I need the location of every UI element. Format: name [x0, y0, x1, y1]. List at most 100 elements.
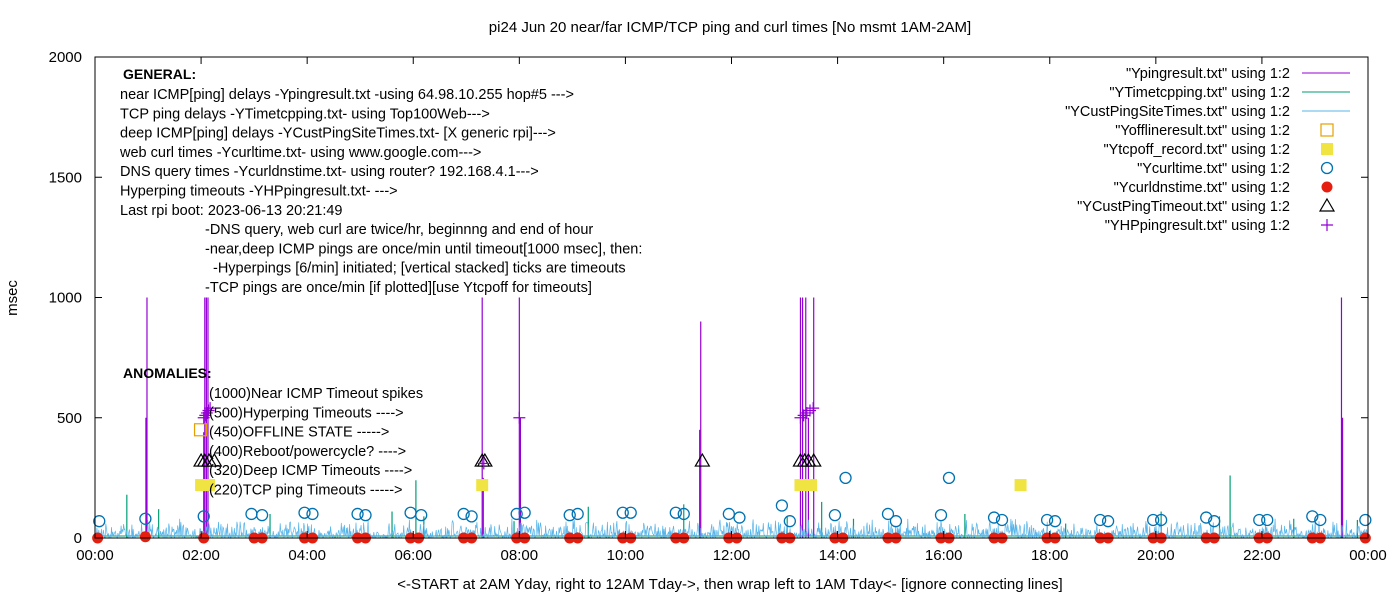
data-point-7-5 — [476, 452, 493, 467]
data-point-5-39 — [1200, 511, 1213, 524]
data-point-5-43 — [1306, 510, 1319, 523]
data-point-4-5 — [1014, 479, 1027, 492]
data-point-8-11 — [807, 402, 820, 415]
data-point-5-17 — [616, 506, 629, 519]
legend-label-4: "Ytcpoff_record.txt" using 1:2 — [1103, 142, 1290, 158]
data-point-5-41 — [1253, 513, 1266, 527]
y-tick-label-2: 1000 — [49, 290, 82, 307]
general-line-5: Hyperping timeouts -YHPpingresult.txt- -… — [120, 184, 398, 200]
x-tick-label-5: 10:00 — [607, 547, 645, 564]
data-point-8-2 — [200, 406, 213, 419]
data-point-5-21 — [722, 507, 735, 521]
legend-label-7: "YCustPingTimeout.txt" using 1:2 — [1077, 199, 1290, 215]
anomaly-line-5: (220)TCP ping Timeouts -----> — [209, 483, 403, 499]
anomaly-line-2: (450)OFFLINE STATE -----> — [209, 425, 389, 441]
data-point-5-19 — [669, 506, 682, 519]
data-point-5-42 — [1261, 513, 1274, 527]
x-tick-label-9: 18:00 — [1031, 547, 1069, 564]
data-point-8-5 — [477, 457, 490, 470]
data-point-5-14 — [518, 506, 531, 519]
legend-label-2: "YCustPingSiteTimes.txt" using 1:2 — [1065, 104, 1290, 120]
data-point-5-11 — [457, 507, 470, 521]
general-note-1: -near,deep ICMP pings are once/min until… — [205, 241, 642, 257]
x-tick-label-11: 22:00 — [1243, 547, 1281, 564]
y-tick-label-3: 1500 — [49, 169, 82, 186]
general-line-4: DNS query times -Ycurldnstime.txt- using… — [120, 164, 539, 180]
data-point-8-4 — [204, 402, 217, 415]
data-point-5-37 — [1147, 513, 1160, 527]
data-point-4-1 — [203, 479, 216, 492]
anomaly-line-3: (400)Reboot/powercycle? ----> — [209, 444, 406, 460]
data-point-5-26 — [839, 471, 852, 485]
data-point-8-10 — [804, 404, 817, 417]
y-axis-label: msec — [4, 280, 21, 316]
data-point-5-16 — [571, 507, 584, 521]
data-point-5-31 — [987, 511, 1001, 524]
data-point-8-8 — [797, 409, 810, 422]
x-tick-label-12: 00:00 — [1349, 547, 1387, 564]
data-point-5-23 — [775, 499, 789, 512]
anomalies-header: ANOMALIES: — [123, 365, 212, 381]
data-point-5-18 — [624, 506, 637, 519]
legend-label-1: "YTimetcpping.txt" using 1:2 — [1109, 85, 1290, 101]
general-line-3: web curl times -Ycurltime.txt- using www… — [119, 145, 481, 161]
data-point-3-0 — [193, 423, 208, 437]
data-point-5-32 — [995, 513, 1009, 527]
x-tick-label-0: 00:00 — [76, 547, 114, 564]
x-tick-label-4: 08:00 — [501, 547, 539, 564]
data-point-5-24 — [783, 515, 796, 528]
data-point-5-4 — [255, 509, 269, 522]
general-note-3: -TCP pings are once/min [if plotted][use… — [205, 280, 592, 296]
y-tick-label-1: 500 — [57, 410, 82, 427]
general-line-1: TCP ping delays -YTimetcpping.txt- using… — [120, 106, 490, 122]
data-point-8-7 — [794, 411, 807, 424]
data-point-5-22 — [733, 511, 746, 524]
data-point-4-2 — [476, 479, 489, 492]
anomaly-line-4: (320)Deep ICMP Timeouts ----> — [209, 463, 412, 479]
data-point-5-6 — [306, 507, 319, 521]
legend-swatch-8 — [1321, 219, 1333, 231]
data-point-5-38 — [1154, 513, 1168, 527]
data-point-5-44 — [1314, 513, 1327, 527]
general-note-0: -DNS query, web curl are twice/hr, begin… — [205, 222, 593, 238]
data-point-5-33 — [1040, 513, 1054, 527]
data-point-5-15 — [563, 509, 576, 522]
data-point-5-29 — [934, 509, 948, 522]
general-note-2: -Hyperpings [6/min] initiated; [vertical… — [213, 261, 626, 277]
x-tick-label-2: 04:00 — [288, 547, 326, 564]
legend-swatch-7 — [1318, 197, 1336, 212]
x-tick-label-7: 14:00 — [819, 547, 857, 564]
data-point-5-27 — [881, 507, 895, 521]
anomaly-line-0: (1000)Near ICMP Timeout spikes — [209, 386, 423, 402]
data-point-5-28 — [889, 515, 903, 528]
x-tick-label-8: 16:00 — [925, 547, 963, 564]
data-point-5-34 — [1048, 515, 1062, 528]
annotations: GENERAL: near ICMP[ping] delays -Ypingres… — [119, 66, 642, 499]
general-line-0: near ICMP[ping] delays -Ypingresult.txt … — [120, 87, 574, 103]
x-tick-label-10: 20:00 — [1137, 547, 1175, 564]
data-point-5-45 — [1359, 513, 1372, 527]
data-point-5-9 — [404, 506, 417, 519]
y-tick-label-0: 0 — [74, 530, 82, 547]
data-point-4-3 — [794, 479, 807, 492]
legend-swatch-4 — [1321, 143, 1333, 155]
data-point-5-0 — [93, 515, 106, 528]
plot-area — [92, 297, 1372, 544]
data-point-5-20 — [677, 507, 690, 521]
data-point-5-30 — [942, 471, 956, 485]
data-point-5-12 — [465, 510, 478, 523]
x-axis-label: <-START at 2AM Yday, right to 12AM Tday-… — [397, 576, 1062, 593]
data-point-5-35 — [1093, 513, 1107, 527]
axes: 0 500 1000 1500 2000 00:00 02:00 04:00 06:00 08:0… — [49, 49, 1387, 564]
data-point-5-1 — [139, 512, 152, 525]
legend-swatch-5 — [1320, 161, 1334, 175]
data-point-5-8 — [359, 509, 372, 522]
data-point-8-6 — [513, 411, 526, 424]
data-point-8-1 — [199, 409, 212, 422]
data-point-7-10 — [805, 452, 822, 467]
legend-swatch-6 — [1321, 181, 1333, 193]
data-point-5-2 — [197, 510, 210, 523]
data-point-5-25 — [828, 509, 842, 522]
legend-label-6: "Ycurldnstime.txt" using 1:2 — [1114, 180, 1290, 196]
